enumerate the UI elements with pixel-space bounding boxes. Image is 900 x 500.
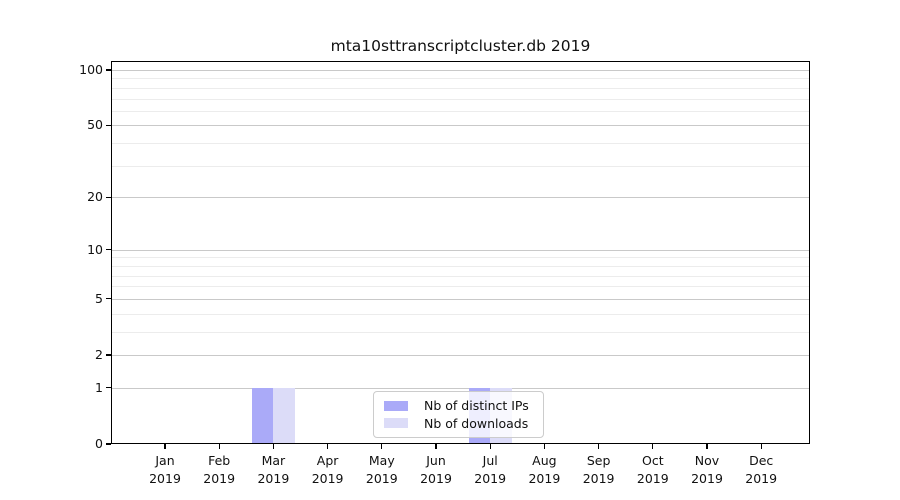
x-tick — [652, 444, 654, 449]
minor-gridline — [111, 286, 810, 288]
x-tick-label: Jun 2019 — [420, 453, 452, 486]
y-tick — [106, 387, 111, 389]
y-tick-label: 10 — [87, 241, 103, 257]
x-tick — [272, 444, 274, 449]
y-tick-label: 100 — [79, 62, 103, 77]
y-tick — [106, 249, 111, 251]
minor-gridline — [111, 143, 810, 145]
y-tick-label: 2 — [95, 347, 103, 362]
x-tick — [327, 444, 329, 449]
y-tick — [106, 354, 111, 356]
minor-gridline — [111, 110, 810, 112]
x-tick-label: Dec 2019 — [745, 453, 778, 486]
minor-gridline — [111, 275, 810, 277]
minor-gridline — [111, 265, 810, 267]
chart-title: mta10sttranscriptcluster.db 2019 — [330, 37, 591, 55]
major-gridline — [111, 298, 810, 300]
minor-gridline — [111, 78, 810, 80]
x-tick — [218, 444, 220, 449]
minor-gridline — [111, 98, 810, 100]
legend: Nb of distinct IPs Nb of downloads — [373, 391, 544, 438]
y-tick-label: 5 — [95, 290, 103, 306]
x-tick — [164, 444, 166, 449]
y-tick-label: 20 — [87, 189, 103, 205]
major-gridline — [111, 70, 810, 71]
y-tick-label: 50 — [87, 117, 103, 133]
x-tick-label: Jul 2019 — [474, 453, 507, 486]
x-tick-label: Feb 2019 — [203, 453, 236, 486]
x-tick — [543, 444, 545, 449]
x-tick — [381, 444, 383, 449]
x-tick — [760, 444, 762, 449]
x-tick — [598, 444, 600, 449]
y-tick — [106, 69, 111, 71]
legend-swatch-downloads-icon — [384, 418, 408, 429]
y-tick-label: 1 — [95, 379, 103, 395]
y-tick — [106, 298, 111, 300]
major-gridline — [111, 125, 810, 127]
x-tick-label: Apr 2019 — [311, 453, 344, 486]
legend-item-downloads: Nb of downloads — [384, 416, 533, 431]
major-gridline — [111, 197, 810, 199]
y-tick — [106, 443, 111, 445]
y-tick — [106, 196, 111, 198]
minor-gridline — [111, 87, 810, 89]
x-tick-label: Nov 2019 — [691, 453, 723, 486]
legend-label-distinct-ips: Nb of distinct IPs — [424, 398, 529, 414]
minor-gridline — [111, 331, 810, 333]
legend-label-downloads: Nb of downloads — [424, 415, 529, 431]
minor-gridline — [111, 257, 810, 259]
plot-border — [111, 61, 810, 444]
legend-swatch-distinct-ips-icon — [384, 400, 408, 411]
bar-distinct-ips — [251, 387, 274, 444]
x-tick — [435, 444, 437, 449]
bar-downloads — [273, 387, 296, 444]
y-tick-label: 0 — [95, 436, 103, 451]
minor-gridline — [111, 165, 810, 167]
x-tick-label: Aug 2019 — [528, 453, 561, 486]
major-gridline — [111, 249, 810, 251]
x-tick-label: Sep 2019 — [582, 453, 615, 486]
x-tick — [706, 444, 708, 449]
major-gridline — [111, 355, 810, 356]
x-tick-label: Oct 2019 — [636, 453, 669, 486]
minor-gridline — [111, 313, 810, 315]
x-tick-label: Mar 2019 — [257, 453, 290, 486]
x-tick-label: May 2019 — [365, 453, 398, 486]
major-gridline — [111, 387, 810, 389]
x-tick — [489, 444, 491, 449]
y-tick — [106, 124, 111, 126]
x-tick-label: Jan 2019 — [149, 453, 181, 486]
legend-item-distinct-ips: Nb of distinct IPs — [384, 398, 533, 413]
